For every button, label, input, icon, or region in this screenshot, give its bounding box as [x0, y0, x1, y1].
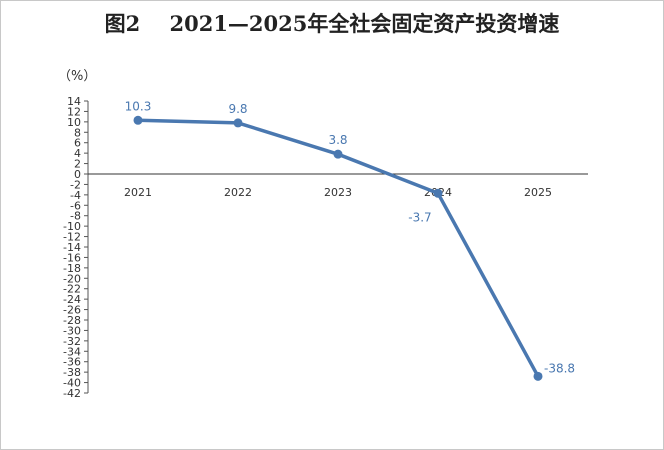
- y-tick-label: -36: [63, 356, 81, 369]
- data-label: 3.8: [328, 133, 347, 147]
- data-point: [133, 115, 143, 125]
- series-polyline: [136, 118, 540, 379]
- chart-title: 图2 2021—2025年全社会固定资产投资增速: [104, 11, 560, 36]
- y-tick-label: 2: [74, 158, 81, 171]
- y-tick-label: -42: [63, 387, 81, 400]
- data-point: [533, 371, 543, 381]
- y-tick-label: -18: [63, 262, 81, 275]
- series-line: [133, 115, 543, 381]
- data-point: [433, 188, 443, 198]
- x-tick-label: 2025: [524, 186, 552, 199]
- y-tick-label: -16: [63, 251, 81, 264]
- y-tick-label: 0: [74, 168, 81, 181]
- y-tick-label: 14: [67, 95, 81, 108]
- y-tick-label: 6: [74, 137, 81, 150]
- data-label: 9.8: [228, 102, 247, 116]
- y-tick-label: -34: [63, 345, 81, 358]
- y-tick-label: -12: [63, 231, 81, 244]
- data-label: -3.7: [408, 210, 431, 224]
- x-tick-label: 2023: [324, 186, 352, 199]
- y-tick-label: -14: [63, 241, 81, 254]
- y-axis: 14121086420-2-4-6-8-10-12-14-16-18-20-22…: [63, 95, 89, 400]
- y-tick-label: -28: [63, 314, 81, 327]
- y-tick-label: 12: [67, 105, 81, 118]
- y-tick-label: -20: [63, 272, 81, 285]
- y-tick-label: 8: [74, 126, 81, 139]
- y-tick-label: -6: [70, 199, 81, 212]
- data-labels: 10.3 9.8 3.8 -3.7 -38.8: [125, 99, 575, 375]
- y-tick-label: -8: [70, 210, 81, 223]
- data-label: -38.8: [544, 361, 575, 375]
- y-tick-label: -40: [63, 377, 81, 390]
- data-label: 10.3: [125, 99, 152, 113]
- y-tick-label: 4: [74, 147, 81, 160]
- y-tick-label: -22: [63, 283, 81, 296]
- y-tick-label: 10: [67, 116, 81, 129]
- y-tick-label: -2: [70, 178, 81, 191]
- data-point: [333, 149, 343, 159]
- x-tick-label: 2022: [224, 186, 252, 199]
- x-tick-label: 2021: [124, 186, 152, 199]
- y-tick-label: -26: [63, 304, 81, 317]
- y-tick-label: -30: [63, 324, 81, 337]
- data-point: [233, 118, 243, 128]
- y-tick-label: -24: [63, 293, 81, 306]
- y-tick-label: -4: [70, 189, 81, 202]
- y-tick-label: -32: [63, 335, 81, 348]
- y-tick-label: -10: [63, 220, 81, 233]
- y-tick-label: -38: [63, 366, 81, 379]
- y-axis-unit: （%）: [58, 69, 96, 84]
- x-axis: 20212022202320242025: [88, 173, 588, 199]
